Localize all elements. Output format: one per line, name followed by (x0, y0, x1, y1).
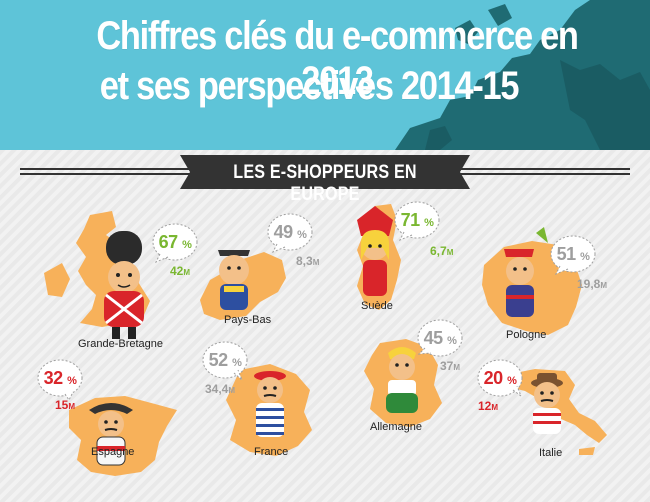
country-label: Allemagne (370, 421, 422, 433)
population-value: 8,3M (296, 254, 320, 268)
percent-bubble: 71 % (392, 200, 442, 242)
country-label: France (254, 446, 289, 458)
population-value: 6,7M (430, 244, 454, 258)
country-allemagne: Allemagne (350, 335, 460, 445)
country-espagne: Espagne (55, 380, 185, 495)
country-grande-bretagne: Grande-Bretagne (40, 205, 190, 355)
percent-bubble: 20 % (475, 358, 525, 400)
population-value: 15M (55, 398, 76, 412)
population-value: 12M (478, 399, 499, 413)
population-value: 37M (440, 359, 461, 373)
country-label: Pologne (506, 329, 547, 341)
percent-sign: % (424, 217, 434, 229)
percent-bubble: 32 % (35, 358, 85, 400)
uk-map-shape (44, 211, 150, 339)
population-value: 19,8M (577, 277, 608, 291)
country-pays-bas: Pays-Bas (190, 230, 300, 330)
europe-map-background (395, 0, 650, 150)
percent-bubble: 51 % (548, 234, 598, 276)
percent-value: 20 (483, 368, 504, 388)
sweden-map-shape (357, 204, 401, 310)
percent-value: 52 (208, 350, 229, 370)
percent-sign: % (182, 239, 192, 251)
population-value: 34,4M (205, 382, 236, 396)
percent-value: 45 (423, 328, 444, 348)
percent-bubble: 67 % (150, 222, 200, 264)
percent-value: 67 (158, 232, 179, 252)
netherlands-map-shape (200, 250, 286, 320)
percent-value: 51 (556, 244, 577, 264)
section-banner: LES E-SHOPPEURS EN EUROPE (180, 155, 470, 205)
percent-value: 49 (273, 222, 294, 242)
percent-bubble: 49 % (265, 212, 315, 254)
france-map-shape (226, 364, 312, 456)
country-label: Grande-Bretagne (78, 338, 163, 350)
section-banner-text: LES E-SHOPPEURS EN EUROPE (233, 162, 417, 205)
page-title-line1: Chiffres clés du e-commerce en 2013 (96, 14, 579, 103)
header: Chiffres clés du e-commerce en 2013 et s… (0, 0, 650, 150)
country-suede: Suède (335, 200, 430, 325)
percent-sign: % (297, 229, 307, 241)
percent-bubble: 52 % (200, 340, 250, 382)
germany-map-shape (364, 339, 442, 427)
percent-sign: % (580, 251, 590, 263)
spain-map-shape (69, 396, 177, 476)
country-label: Pays-Bas (224, 314, 272, 326)
country-label: Italie (539, 447, 563, 459)
page-title-line2: et ses perspectives 2014-15 (99, 64, 520, 108)
percent-value: 71 (400, 210, 421, 230)
percent-bubble: 45 % (415, 318, 465, 360)
italy-map-shape (505, 369, 607, 455)
population-value: 42M (170, 264, 191, 278)
country-france: France (200, 360, 330, 465)
country-label: Suède (361, 300, 393, 312)
percent-sign: % (232, 357, 242, 369)
percent-sign: % (67, 375, 77, 387)
country-italie: Italie (495, 355, 625, 470)
percent-value: 32 (43, 368, 64, 388)
percent-sign: % (507, 375, 517, 387)
percent-sign: % (447, 335, 457, 347)
country-label: Espagne (91, 446, 135, 458)
